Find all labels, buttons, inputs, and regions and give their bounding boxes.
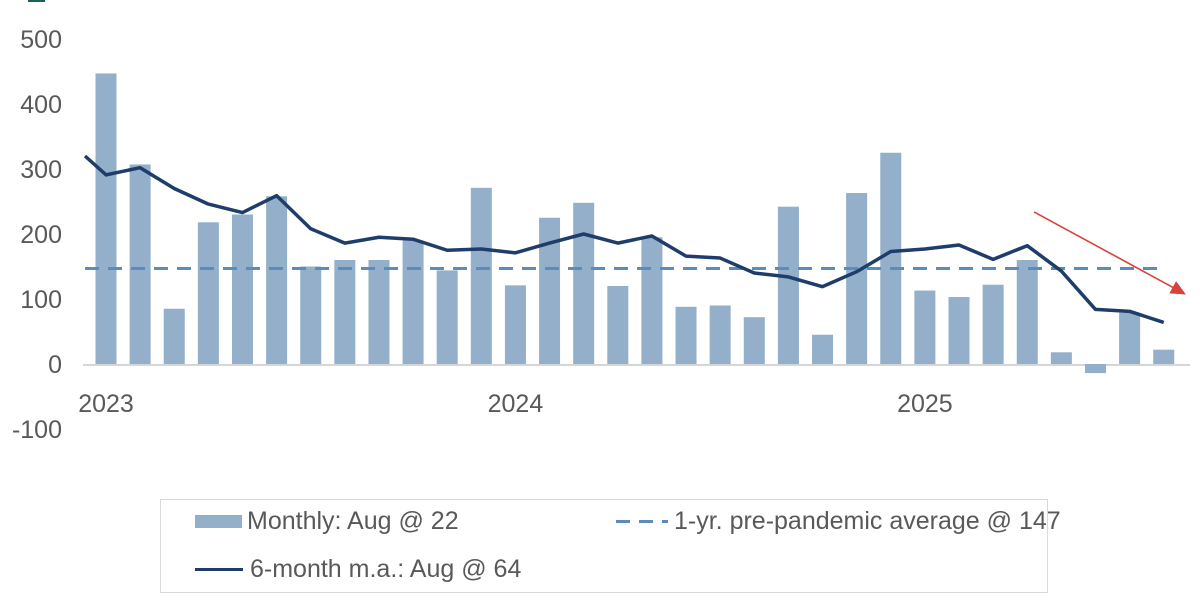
bar: [1153, 349, 1175, 364]
legend-item-prepandemic-average: 1-yr. pre-pandemic average @ 147: [616, 509, 1061, 534]
monthly-vs-moving-average-chart: 500 400 300 200 100 0 -100 2023 2024 2025: [12, 26, 1190, 444]
bar: [163, 308, 185, 364]
legend-label-prepandemic-average: 1-yr. pre-pandemic average @ 147: [674, 507, 1061, 535]
legend-label-moving-average: 6-month m.a.: Aug @ 64: [250, 555, 522, 583]
bar: [436, 270, 458, 364]
legend-item-monthly: Monthly: Aug @ 22: [195, 509, 459, 534]
bar: [1016, 260, 1038, 364]
bar: [402, 240, 424, 364]
y-tick-label: 500: [20, 26, 62, 54]
bar: [504, 285, 526, 364]
bar: [743, 317, 765, 364]
bar: [607, 286, 629, 364]
bar: [334, 260, 356, 364]
bar-swatch-icon: [195, 515, 242, 528]
legend-item-moving-average: 6-month m.a.: Aug @ 64: [195, 557, 521, 582]
top-edge-sliver: [28, 0, 45, 2]
dashed-line-swatch-icon: [616, 520, 668, 523]
y-tick-label: 100: [20, 286, 62, 314]
trend-arrow-shaft: [1033, 211, 1178, 291]
bar: [675, 306, 697, 364]
bar: [709, 305, 731, 364]
bar: [470, 187, 492, 364]
bar: [1050, 352, 1072, 364]
bar: [129, 164, 151, 364]
bar: [812, 334, 834, 364]
line-swatch-icon: [195, 568, 243, 571]
bar: [880, 152, 902, 364]
bar: [982, 284, 1004, 364]
bar: [1084, 364, 1106, 374]
bar: [231, 214, 253, 364]
bar: [846, 193, 868, 364]
bar: [266, 196, 288, 364]
legend-label-monthly: Monthly: Aug @ 22: [247, 507, 459, 535]
y-tick-label: 0: [48, 351, 62, 379]
y-tick-label: 400: [20, 91, 62, 119]
legend: Monthly: Aug @ 22 1-yr. pre-pandemic ave…: [160, 499, 1061, 593]
bar: [573, 202, 595, 364]
bar: [368, 260, 390, 364]
bar: [95, 73, 117, 364]
bar: [300, 266, 322, 364]
x-year-label: 2023: [78, 390, 134, 418]
trend-arrow-head-icon: [1169, 281, 1186, 295]
moving-average-line: [83, 154, 1165, 325]
bar: [197, 222, 219, 364]
bar: [914, 290, 936, 364]
y-tick-label: 200: [20, 221, 62, 249]
x-year-label: 2024: [488, 390, 544, 418]
bar: [641, 237, 663, 364]
bar: [948, 297, 970, 364]
x-year-label: 2025: [897, 390, 953, 418]
bar: [539, 217, 561, 364]
y-tick-label: 300: [20, 156, 62, 184]
bar: [777, 206, 799, 364]
bar: [1119, 312, 1141, 364]
y-tick-label: -100: [12, 416, 62, 444]
